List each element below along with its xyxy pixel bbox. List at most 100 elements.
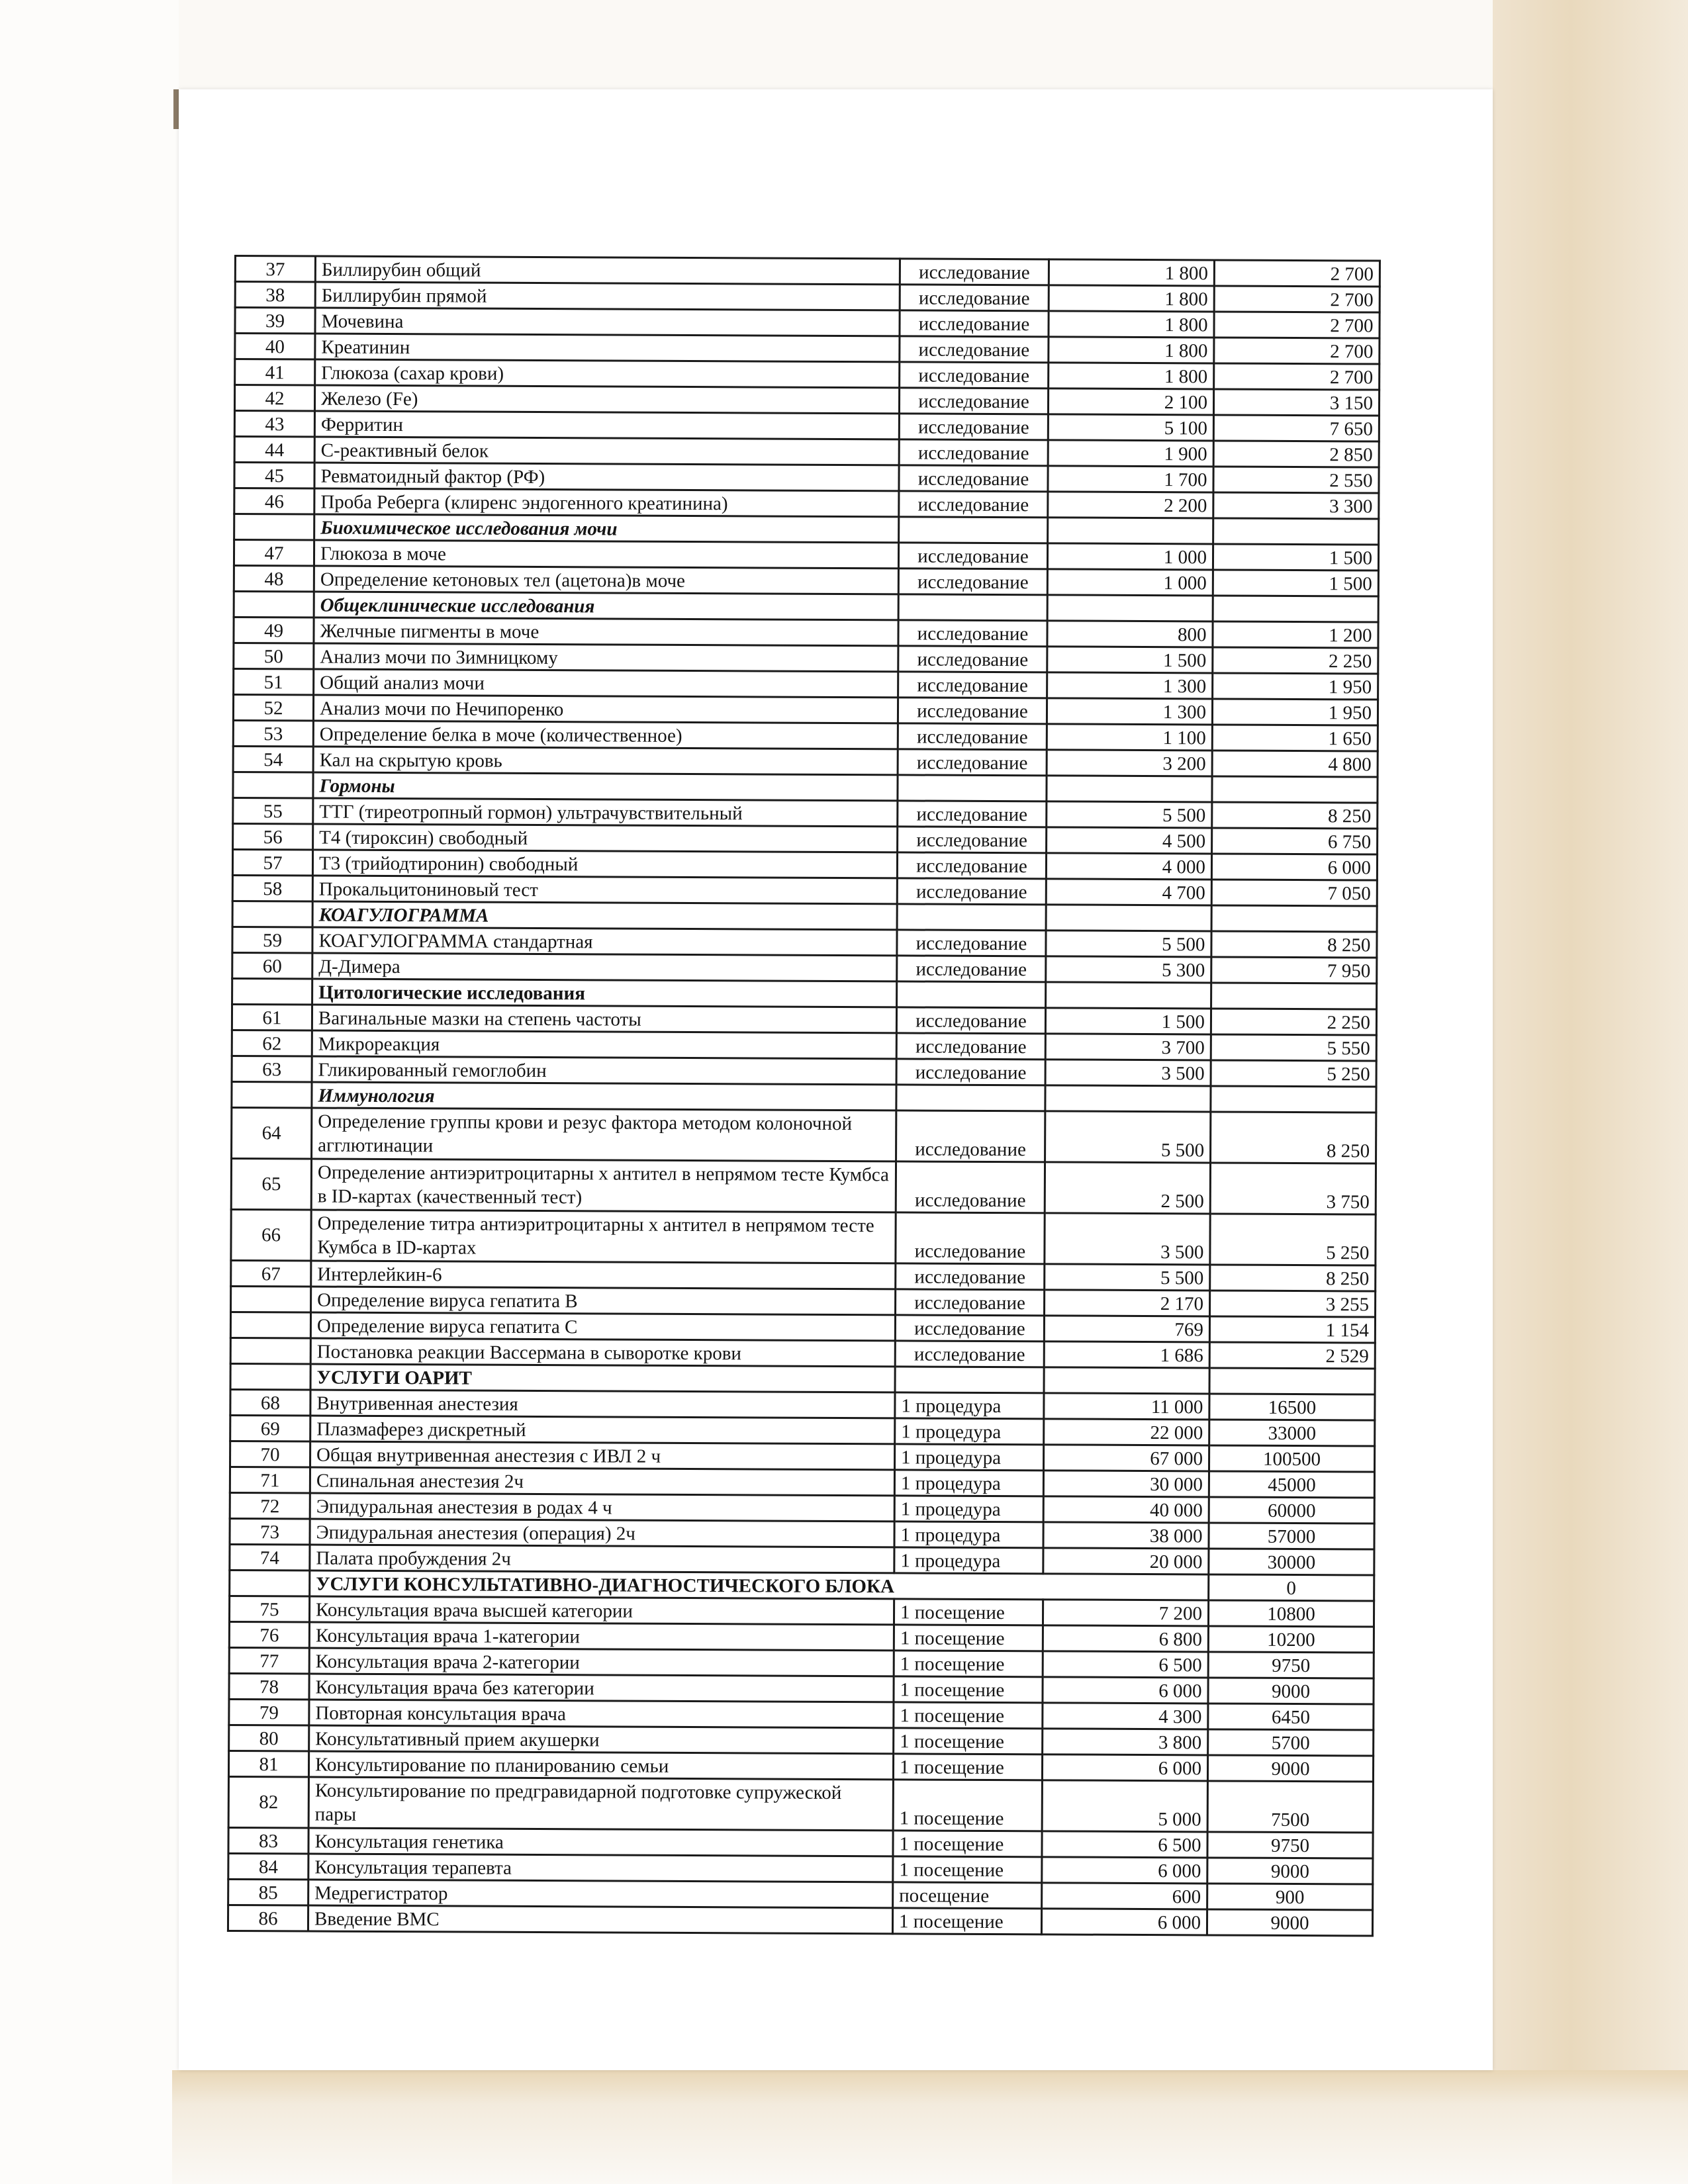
service-name-cell: Интерлейкин-6 xyxy=(310,1261,896,1289)
price-cell-2: 6 000 xyxy=(1211,853,1378,881)
row-number-cell: 77 xyxy=(229,1647,310,1674)
price-cell-1: 1 800 xyxy=(1049,285,1215,312)
row-number-cell: 82 xyxy=(228,1776,309,1829)
unit-cell: 1 процедура xyxy=(894,1392,1045,1419)
service-name-cell: Желчные пигменты в моче xyxy=(313,617,899,646)
price-cell-1: 6 000 xyxy=(1041,1856,1207,1884)
price-cell-1: 5 500 xyxy=(1044,1263,1210,1291)
price-cell-1: 6 500 xyxy=(1041,1831,1208,1858)
price-cell-2: 5700 xyxy=(1207,1729,1374,1756)
price-cell-2: 5 250 xyxy=(1211,1060,1377,1087)
row-number-cell xyxy=(232,978,312,1005)
service-name-cell: Гликированный гемоглобин xyxy=(312,1056,897,1085)
row-number-cell: 62 xyxy=(232,1030,312,1057)
price-cell-1: 67 000 xyxy=(1043,1444,1209,1471)
price-cell-1: 40 000 xyxy=(1043,1496,1209,1523)
row-number-cell xyxy=(232,772,314,799)
unit-cell: исследование xyxy=(895,1212,1045,1264)
service-name-cell: Консультирование по планированию семьи xyxy=(308,1751,894,1780)
row-number-cell: 44 xyxy=(234,436,315,463)
price-cell-1 xyxy=(1046,775,1213,802)
row-number-cell: 56 xyxy=(232,823,313,850)
service-name-cell: Анализ мочи по Зимницкому xyxy=(313,643,898,672)
price-cell-2: 57000 xyxy=(1208,1522,1375,1550)
service-name-cell: Консультация врача 2-категории xyxy=(309,1648,894,1676)
price-cell-1: 1 900 xyxy=(1048,439,1214,467)
row-number-cell: 78 xyxy=(228,1673,310,1700)
price-cell-2: 6 750 xyxy=(1211,827,1378,855)
price-cell-2: 1 500 xyxy=(1213,543,1379,571)
price-cell-2: 7 950 xyxy=(1211,956,1377,984)
unit-cell: исследование xyxy=(898,568,1048,595)
price-cell-2 xyxy=(1211,982,1377,1010)
price-cell-1: 2 200 xyxy=(1047,491,1213,518)
unit-cell: исследование xyxy=(898,645,1047,672)
row-number-cell: 38 xyxy=(235,281,316,308)
row-number-cell: 65 xyxy=(231,1158,312,1210)
price-cell-1: 3 500 xyxy=(1045,1059,1211,1086)
row-number-cell: 54 xyxy=(233,746,314,773)
unit-cell: исследование xyxy=(899,336,1049,363)
price-cell-2: 2 700 xyxy=(1213,363,1380,390)
service-name-cell: Биллирубин прямой xyxy=(315,282,900,310)
unit-cell: 1 посещение xyxy=(893,1727,1043,1754)
section-title: Гормоны xyxy=(312,772,898,801)
unit-cell: 1 посещение xyxy=(893,1779,1043,1831)
service-name-cell: Консультация терапевта xyxy=(308,1854,893,1882)
price-cell-2: 0 xyxy=(1208,1574,1374,1602)
row-number-cell: 75 xyxy=(229,1596,310,1623)
row-number-cell: 68 xyxy=(230,1389,311,1416)
unit-cell: исследование xyxy=(897,852,1047,879)
unit-cell: исследование xyxy=(897,826,1047,853)
row-number-cell: 41 xyxy=(234,359,315,386)
service-name-cell: Кал на скрытую кровь xyxy=(313,747,898,775)
price-cell-1: 4 700 xyxy=(1046,878,1212,905)
unit-cell: 1 процедура xyxy=(894,1443,1044,1471)
unit-cell xyxy=(897,903,1047,931)
service-name-cell: Повторная консультация врача xyxy=(308,1700,894,1728)
price-cell-1 xyxy=(1045,1085,1211,1112)
service-name-cell: Определение антиэритроцитарны х антител … xyxy=(311,1159,896,1212)
service-name-cell: Глюкоза в моче xyxy=(314,540,899,569)
row-number-cell: 79 xyxy=(228,1699,309,1726)
section-title: УСЛУГИ КОНСУЛЬТАТИВНО-ДИАГНОСТИЧЕСКОГО Б… xyxy=(309,1570,1209,1600)
unit-cell: исследование xyxy=(899,387,1049,414)
service-name-cell: Биллирубин общий xyxy=(315,256,900,285)
price-cell-2: 1 650 xyxy=(1212,724,1378,752)
service-name-cell: Прокальцитониновый тест xyxy=(312,876,898,904)
row-number-cell: 58 xyxy=(232,875,313,902)
row-number-cell: 85 xyxy=(228,1879,308,1906)
row-number-cell: 37 xyxy=(235,255,316,283)
service-name-cell: Консультирование по предгравидарной подг… xyxy=(308,1777,894,1831)
wooden-surface-bottom xyxy=(172,2070,1688,2184)
row-number-cell xyxy=(234,591,314,618)
section-title: УСЛУГИ ОАРИТ xyxy=(310,1364,896,1392)
row-number-cell: 69 xyxy=(230,1415,310,1442)
row-number-cell: 49 xyxy=(233,617,314,644)
price-cell-2 xyxy=(1213,595,1379,623)
price-cell-2: 9000 xyxy=(1207,1677,1374,1705)
row-number-cell: 52 xyxy=(233,694,314,721)
price-cell-1: 2 500 xyxy=(1045,1161,1211,1214)
unit-cell: 1 процедура xyxy=(894,1418,1044,1445)
row-number-cell: 61 xyxy=(232,1004,312,1031)
price-cell-2: 7500 xyxy=(1207,1780,1374,1833)
unit-cell: исследование xyxy=(898,465,1049,492)
table-row: 66 Определение титра антиэритроцитарны х … xyxy=(230,1209,1376,1266)
service-name-cell: ТТГ (тиреотропный гормон) ультрачувствит… xyxy=(312,798,898,827)
price-cell-2: 1 154 xyxy=(1209,1316,1376,1343)
price-cell-1: 11 000 xyxy=(1043,1392,1210,1420)
row-number-cell: 80 xyxy=(228,1725,309,1752)
unit-cell xyxy=(896,1084,1046,1111)
table-row: 86 Введение ВМС 1 посещение 6 000 9000 xyxy=(228,1905,1373,1936)
service-name-cell: Д-Димера xyxy=(312,953,897,981)
price-cell-2: 7 050 xyxy=(1211,879,1378,907)
service-name-cell: Мочевина xyxy=(314,308,900,336)
price-cell-2: 16500 xyxy=(1209,1393,1376,1421)
service-name-cell: Определение группы крови и резус фактора… xyxy=(311,1108,896,1161)
price-cell-2 xyxy=(1209,1367,1376,1395)
service-name-cell: Микрореакция xyxy=(312,1030,897,1059)
price-cell-2 xyxy=(1211,905,1378,933)
price-cell-1: 1 800 xyxy=(1049,259,1215,286)
price-cell-2: 2 700 xyxy=(1214,285,1380,313)
